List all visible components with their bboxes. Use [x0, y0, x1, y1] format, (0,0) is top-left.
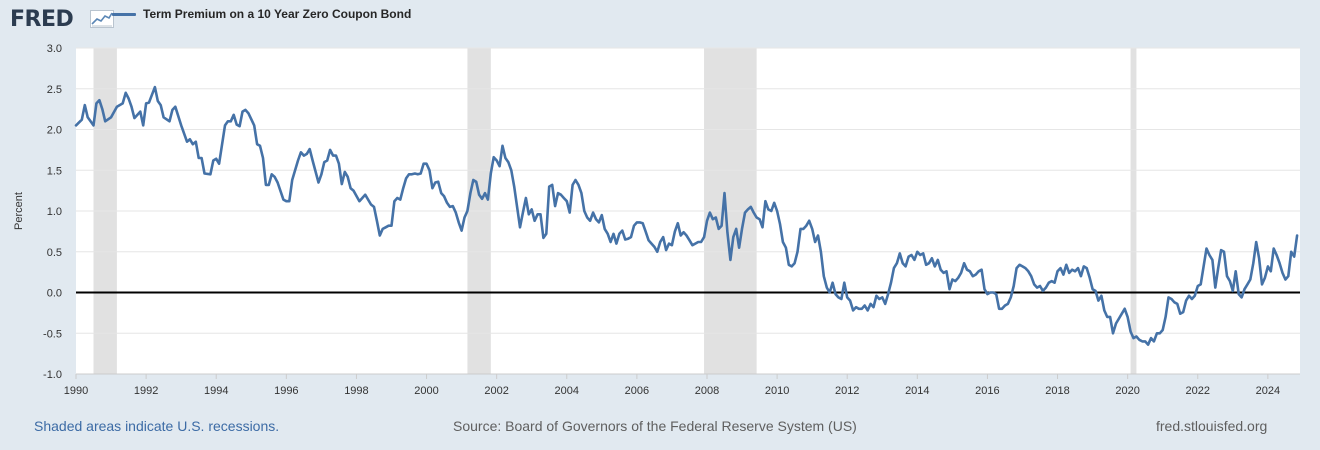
legend-label[interactable]: Term Premium on a 10 Year Zero Coupon Bo… [143, 7, 412, 21]
y-tick-label: 1.5 [47, 165, 62, 177]
x-tick-label: 1990 [64, 385, 88, 397]
line-chart-icon [90, 10, 114, 28]
y-axis-ticks: 3.0 2.5 2.0 1.5 1.0 0.5 0.0 -0.5 -1.0 [43, 43, 62, 381]
site-link[interactable]: fred.stlouisfed.org [1156, 418, 1268, 434]
y-tick-label: -1.0 [43, 369, 62, 381]
x-tick-label: 2022 [1186, 385, 1210, 397]
x-tick-label: 2006 [625, 385, 649, 397]
x-tick-label: 2020 [1115, 385, 1139, 397]
x-tick-label: 2010 [765, 385, 789, 397]
series-group [74, 85, 1299, 347]
fred-logo[interactable]: FRED [10, 7, 74, 32]
y-tick-label: -0.5 [43, 328, 62, 340]
recession-note: Shaded areas indicate U.S. recessions. [34, 418, 280, 434]
y-tick-label: 2.0 [47, 125, 62, 137]
x-tick-label: 1998 [344, 385, 368, 397]
x-tick-label: 2012 [835, 385, 859, 397]
x-tick-label: 2008 [695, 385, 719, 397]
series-line[interactable] [74, 85, 1299, 347]
legend-swatch [112, 13, 136, 16]
y-tick-label: 1.0 [47, 206, 62, 218]
y-axis-title: Percent [13, 192, 25, 230]
x-tick-label: 1994 [204, 385, 228, 397]
chart: 3.02.52.01.51.00.50.0-0.5-1.0 1990 1992 19… [13, 43, 1300, 397]
gridlines [76, 47, 1300, 375]
source-note: Source: Board of Governors of the Federa… [453, 418, 857, 434]
x-tick-label: 2024 [1256, 385, 1280, 397]
x-tick-label: 1992 [134, 385, 158, 397]
x-tick-label: 2002 [484, 385, 508, 397]
x-tick-label: 2016 [975, 385, 999, 397]
x-tick-label: 2000 [414, 385, 438, 397]
x-tick-label: 2014 [905, 385, 929, 397]
y-tick-label: 3.0 [47, 43, 62, 55]
y-tick-label: 2.5 [47, 84, 62, 96]
x-tick-label: 2018 [1045, 385, 1069, 397]
x-tick-label: 2004 [555, 385, 579, 397]
y-tick-label: 0.5 [47, 247, 62, 259]
y-tick-label: 0.0 [47, 288, 62, 300]
x-tick-label: 1996 [274, 385, 298, 397]
x-axis-ticks: 1990 1992 1994 1996 1998 2000 2002 2004 2006 2008… [64, 373, 1300, 397]
